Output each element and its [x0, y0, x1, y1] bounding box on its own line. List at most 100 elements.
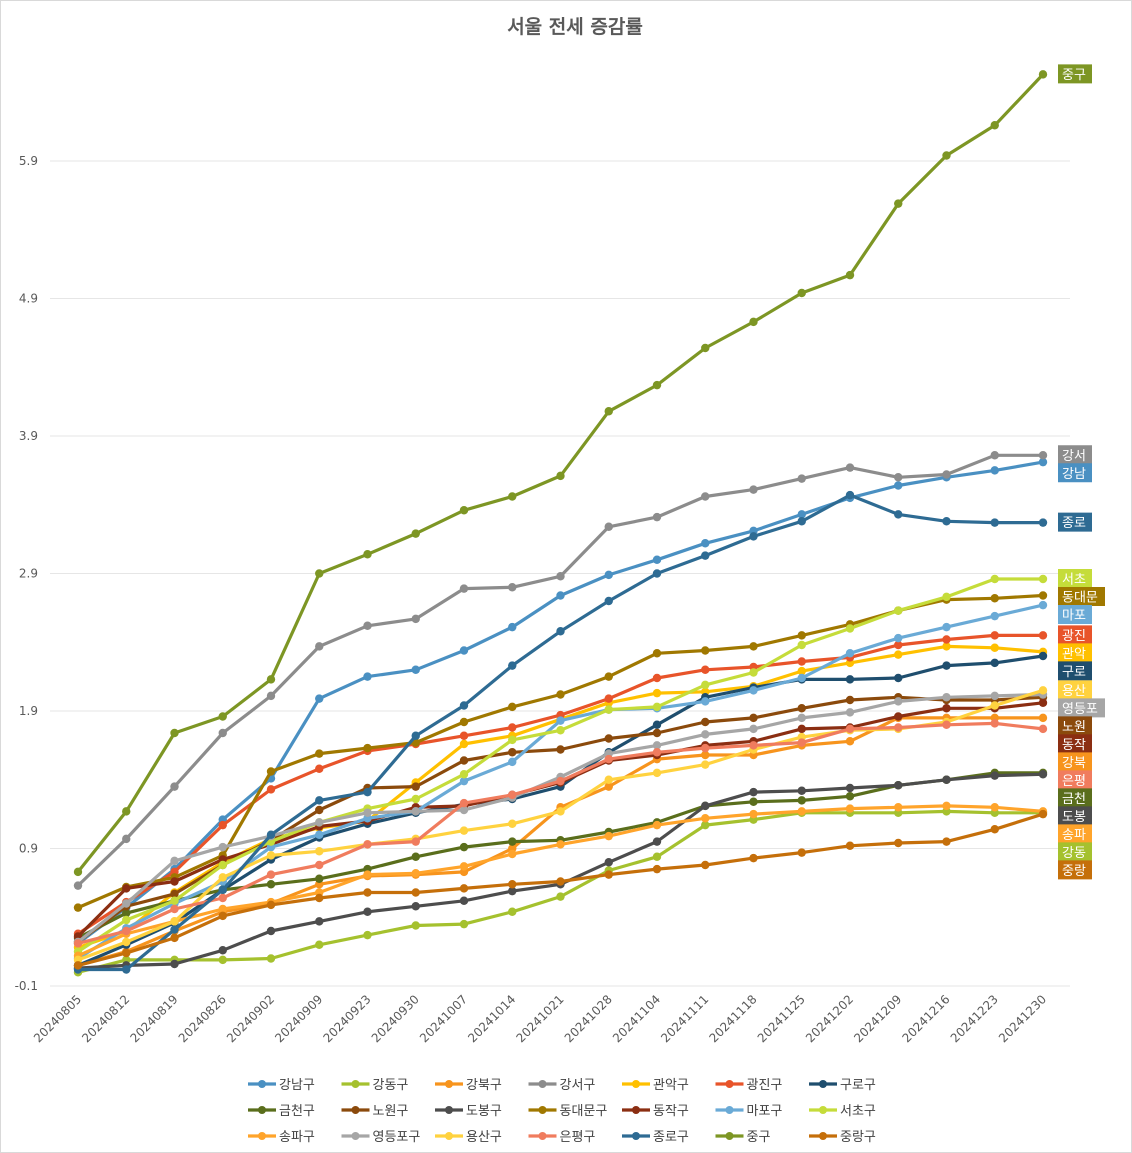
legend-item-용산구[interactable]: 용산구 — [435, 1130, 502, 1145]
legend-item-동작구[interactable]: 동작구 — [622, 1104, 689, 1119]
series-은평구 — [73, 719, 1048, 948]
legend-item-강남구[interactable]: 강남구 — [248, 1078, 315, 1093]
data-point — [363, 907, 372, 916]
data-point — [170, 917, 179, 926]
data-point — [604, 694, 613, 703]
data-point — [797, 640, 806, 650]
legend-label: 종로구 — [653, 1130, 689, 1145]
legend-label: 도봉구 — [466, 1104, 502, 1119]
legend-item-종로구[interactable]: 종로구 — [622, 1130, 689, 1145]
legend-swatch-marker — [725, 1132, 734, 1140]
end-label-box — [1058, 860, 1092, 880]
end-label: 종로 — [1058, 512, 1092, 532]
legend-item-구로구[interactable]: 구로구 — [809, 1078, 876, 1093]
legend-item-영등포구[interactable]: 영등포구 — [341, 1130, 421, 1145]
data-point — [508, 886, 517, 896]
data-point — [604, 858, 613, 867]
end-label-text: 은평 — [1062, 774, 1086, 789]
x-tick-label: 20240902 — [224, 992, 277, 1045]
data-point — [411, 665, 420, 674]
data-point — [845, 675, 855, 684]
data-point — [1038, 724, 1048, 734]
data-point — [1038, 809, 1048, 819]
end-label-box — [1058, 824, 1092, 844]
end-label-box — [1058, 569, 1092, 588]
legend-swatch-marker — [632, 1106, 640, 1114]
data-point — [315, 796, 324, 805]
legend-item-금천구[interactable]: 금천구 — [248, 1104, 315, 1119]
legend-item-마포구[interactable]: 마포구 — [715, 1104, 783, 1119]
data-point — [845, 783, 855, 793]
end-label-box — [1058, 770, 1092, 790]
y-tick-label: 4.9 — [19, 292, 38, 306]
data-point — [459, 770, 469, 779]
data-point — [459, 731, 469, 740]
data-point — [749, 317, 758, 327]
data-point — [1038, 70, 1048, 79]
end-label-box — [1058, 752, 1092, 772]
end-label: 은평 — [1058, 770, 1092, 790]
legend-item-광진구[interactable]: 광진구 — [715, 1078, 783, 1093]
series-layer — [73, 70, 1048, 977]
data-point — [1038, 574, 1048, 584]
data-point — [894, 803, 903, 812]
end-label-text: 도봉 — [1062, 810, 1086, 825]
data-point — [363, 743, 372, 753]
data-point — [652, 569, 662, 578]
legend-item-은평구[interactable]: 은평구 — [528, 1130, 596, 1145]
data-point — [701, 814, 710, 823]
data-point — [1038, 600, 1048, 610]
legend-item-강북구[interactable]: 강북구 — [435, 1078, 502, 1093]
data-point — [1038, 770, 1048, 779]
data-point — [508, 748, 517, 757]
data-point — [701, 743, 710, 753]
data-point — [122, 884, 131, 893]
legend-item-중랑구[interactable]: 중랑구 — [809, 1130, 876, 1145]
data-point — [652, 728, 662, 738]
end-label: 마포 — [1058, 605, 1092, 624]
data-point — [990, 691, 999, 701]
data-point — [990, 466, 999, 475]
legend-item-동대문구[interactable]: 동대문구 — [528, 1104, 608, 1119]
data-point — [749, 741, 758, 750]
legend-item-서초구[interactable]: 서초구 — [809, 1104, 876, 1119]
end-label: 중랑 — [1058, 860, 1092, 880]
y-tick-label: 5.9 — [19, 154, 38, 168]
legend-item-노원구[interactable]: 노원구 — [341, 1104, 409, 1119]
data-point — [122, 834, 131, 844]
end-label-text: 강남 — [1062, 467, 1086, 482]
data-point — [797, 474, 806, 483]
data-point — [1038, 451, 1048, 460]
data-point — [1038, 713, 1048, 723]
data-point — [459, 805, 469, 815]
data-point — [797, 517, 806, 526]
legend-label: 노원구 — [373, 1104, 409, 1119]
data-point — [315, 940, 324, 949]
data-point — [797, 848, 806, 857]
data-point — [749, 713, 758, 723]
data-point — [1038, 651, 1048, 661]
x-tick-label: 20240812 — [79, 992, 132, 1045]
end-label: 송파 — [1058, 824, 1092, 844]
legend-item-송파구[interactable]: 송파구 — [248, 1130, 315, 1145]
legend-item-강서구[interactable]: 강서구 — [528, 1078, 596, 1093]
data-point — [701, 750, 710, 760]
data-point — [363, 888, 372, 897]
legend-item-도봉구[interactable]: 도봉구 — [435, 1104, 502, 1119]
data-point — [1038, 457, 1048, 467]
legend-item-관악구[interactable]: 관악구 — [622, 1078, 689, 1093]
legend-item-강동구[interactable]: 강동구 — [341, 1078, 409, 1093]
legend-item-중구[interactable]: 중구 — [715, 1130, 771, 1145]
data-point — [556, 627, 565, 636]
legend-swatch-marker — [351, 1080, 360, 1088]
data-point — [218, 820, 227, 830]
data-point — [315, 818, 324, 827]
legend-label: 강동구 — [373, 1078, 409, 1093]
data-point — [990, 611, 999, 621]
data-point — [942, 693, 951, 702]
data-point — [942, 642, 951, 651]
data-point — [894, 650, 903, 659]
data-point — [218, 904, 227, 914]
data-point — [701, 551, 710, 560]
legend-label: 강남구 — [279, 1078, 315, 1093]
